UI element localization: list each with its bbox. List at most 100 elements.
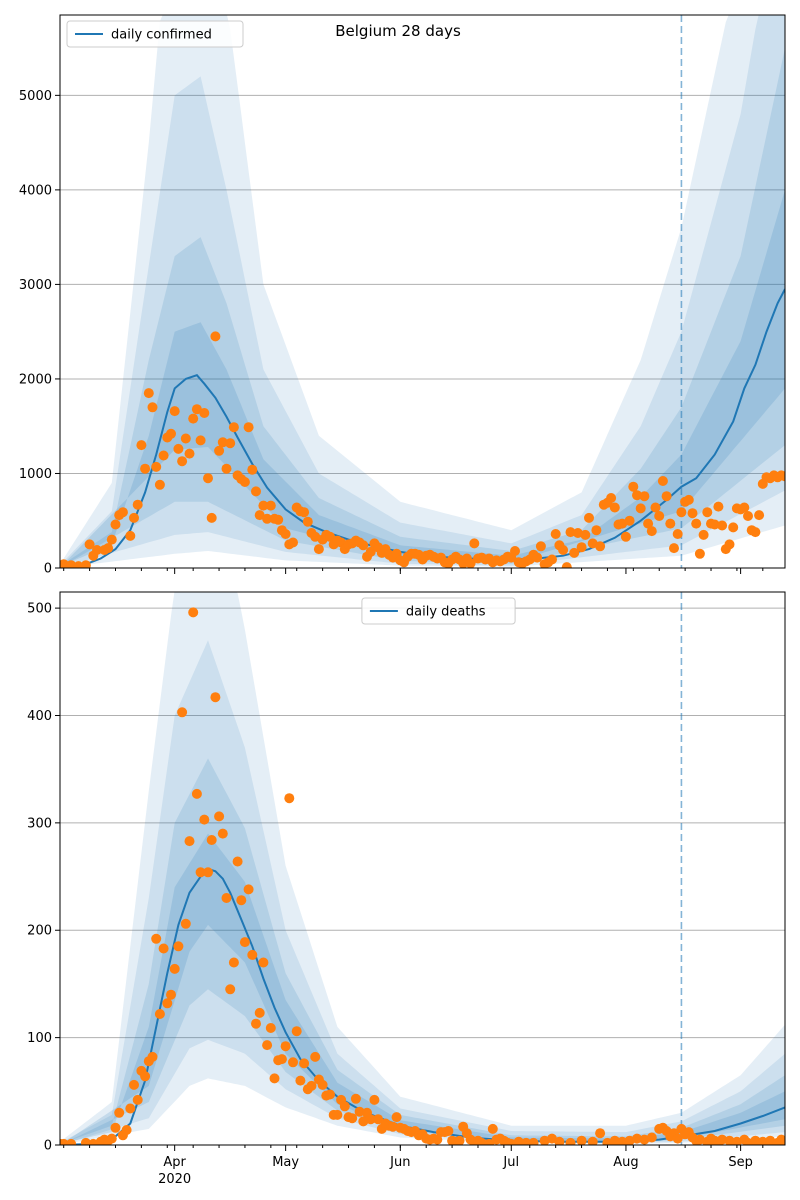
- observed-point: [595, 541, 606, 552]
- observed-point: [657, 476, 668, 486]
- observed-point: [169, 406, 180, 417]
- observed-point: [391, 1112, 402, 1123]
- observed-point: [672, 1133, 683, 1144]
- observed-point: [743, 511, 753, 521]
- observed-point: [195, 435, 206, 446]
- figure-title: Belgium 28 days: [335, 22, 461, 40]
- observed-point: [528, 1137, 539, 1145]
- observed-point: [251, 1018, 261, 1029]
- observed-point: [295, 1075, 306, 1086]
- observed-point: [743, 1137, 753, 1145]
- observed-point: [728, 522, 739, 533]
- observed-point: [173, 941, 184, 952]
- observed-point: [339, 1101, 350, 1112]
- observed-point: [628, 481, 639, 492]
- axes-frame: [59, 14, 786, 569]
- observed-point: [247, 949, 258, 960]
- observed-point: [125, 1103, 136, 1114]
- observed-point: [591, 525, 602, 536]
- observed-point: [547, 554, 557, 565]
- observed-point: [387, 1121, 398, 1132]
- observed-point: [158, 450, 169, 461]
- observed-point: [265, 1023, 276, 1033]
- y-tick-label: 4000: [19, 183, 52, 198]
- x-tick-label: May: [272, 1155, 299, 1170]
- observed-point: [210, 692, 221, 703]
- observed-point: [465, 558, 476, 568]
- legend-label: daily confirmed: [111, 28, 212, 43]
- observed-point: [254, 510, 265, 521]
- y-tick-label: 5000: [19, 89, 52, 104]
- observed-point: [373, 1114, 384, 1125]
- observed-point: [80, 560, 91, 568]
- observed-point: [350, 1093, 361, 1104]
- observed-point: [147, 1051, 158, 1062]
- observed-point: [225, 438, 236, 449]
- observed-point: [284, 793, 295, 804]
- y-tick-label: 3000: [19, 278, 52, 293]
- observed-point: [239, 477, 250, 487]
- confirmed-panel: 0 1000 2000 3000 4000 5000 daily confirmed: [19, 14, 786, 577]
- observed-point: [325, 1089, 335, 1100]
- observed-point: [84, 539, 95, 550]
- observed-point: [73, 561, 84, 568]
- observed-point: [269, 1073, 280, 1084]
- observed-point: [299, 1058, 310, 1069]
- observed-point: [646, 1132, 657, 1143]
- observed-point: [288, 1057, 298, 1068]
- observed-point: [228, 422, 239, 433]
- observed-point: [365, 1114, 376, 1125]
- observed-point: [214, 811, 225, 822]
- observed-point: [620, 531, 631, 542]
- observed-point: [724, 539, 735, 550]
- y-tick-label: 200: [27, 924, 52, 939]
- observed-point: [132, 1094, 143, 1105]
- observed-point: [347, 1113, 358, 1124]
- observed-point: [635, 503, 646, 514]
- legend-box: [361, 597, 516, 625]
- observed-point: [180, 433, 191, 444]
- observed-point: [317, 1079, 328, 1090]
- observed-point: [206, 512, 217, 523]
- observed-point: [632, 1133, 642, 1144]
- observed-point: [262, 513, 273, 524]
- observed-point: [750, 527, 761, 538]
- observed-point: [203, 473, 213, 484]
- observed-point: [258, 957, 269, 968]
- observed-point: [203, 867, 213, 878]
- observed-point: [92, 545, 102, 555]
- observed-point: [184, 448, 195, 459]
- observed-point: [665, 518, 676, 529]
- observed-point: [217, 828, 228, 839]
- observed-point: [643, 518, 654, 529]
- legend: daily confirmed: [66, 20, 244, 48]
- observed-point: [254, 1007, 265, 1018]
- x-tick-label: Aug: [613, 1155, 638, 1170]
- axes-frame: [59, 591, 786, 1146]
- observed-point: [780, 471, 785, 482]
- observed-point: [158, 943, 169, 954]
- y-tick-label: 2000: [19, 372, 52, 387]
- observed-point: [369, 1094, 380, 1105]
- observed-point: [698, 529, 709, 540]
- observed-point: [251, 486, 261, 497]
- observed-point: [106, 534, 117, 545]
- observed-point: [154, 1009, 165, 1019]
- observed-point: [550, 529, 561, 539]
- observed-point: [325, 531, 335, 542]
- observed-point: [702, 507, 713, 518]
- y-tick-label: 300: [27, 816, 52, 831]
- observed-point: [672, 529, 683, 539]
- observed-point: [576, 1135, 587, 1145]
- observed-point: [606, 493, 617, 503]
- x-tick-sublabel: 2020: [158, 1172, 191, 1187]
- observed-point: [754, 510, 765, 521]
- y-tick-label: 0: [44, 562, 52, 577]
- observed-point: [576, 542, 587, 553]
- observed-point: [232, 856, 243, 867]
- observed-point: [110, 519, 121, 530]
- observed-point: [554, 1136, 565, 1145]
- observed-point: [291, 1026, 302, 1037]
- observed-point: [214, 445, 225, 456]
